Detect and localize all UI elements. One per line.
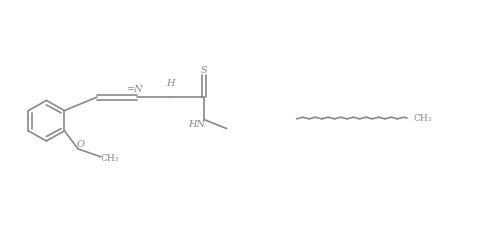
Text: CH₃: CH₃ [413,114,432,123]
Text: =N: =N [127,85,144,94]
Text: S: S [201,65,207,74]
Text: O: O [76,140,84,149]
Text: CH₃: CH₃ [100,155,119,164]
Text: HN: HN [187,120,205,128]
Text: H: H [166,79,174,88]
